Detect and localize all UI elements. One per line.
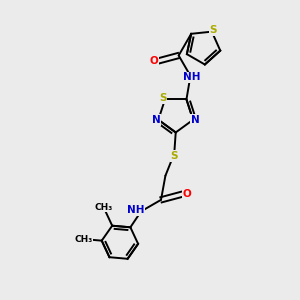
Text: NH: NH (183, 72, 201, 82)
Text: N: N (152, 115, 160, 125)
Text: S: S (159, 93, 166, 103)
Text: N: N (191, 115, 200, 125)
Text: CH₃: CH₃ (74, 235, 92, 244)
Text: S: S (210, 25, 217, 35)
Text: O: O (149, 56, 158, 66)
Text: O: O (182, 189, 191, 199)
Text: NH: NH (127, 205, 145, 215)
Text: CH₃: CH₃ (95, 203, 113, 212)
Text: S: S (170, 151, 178, 161)
